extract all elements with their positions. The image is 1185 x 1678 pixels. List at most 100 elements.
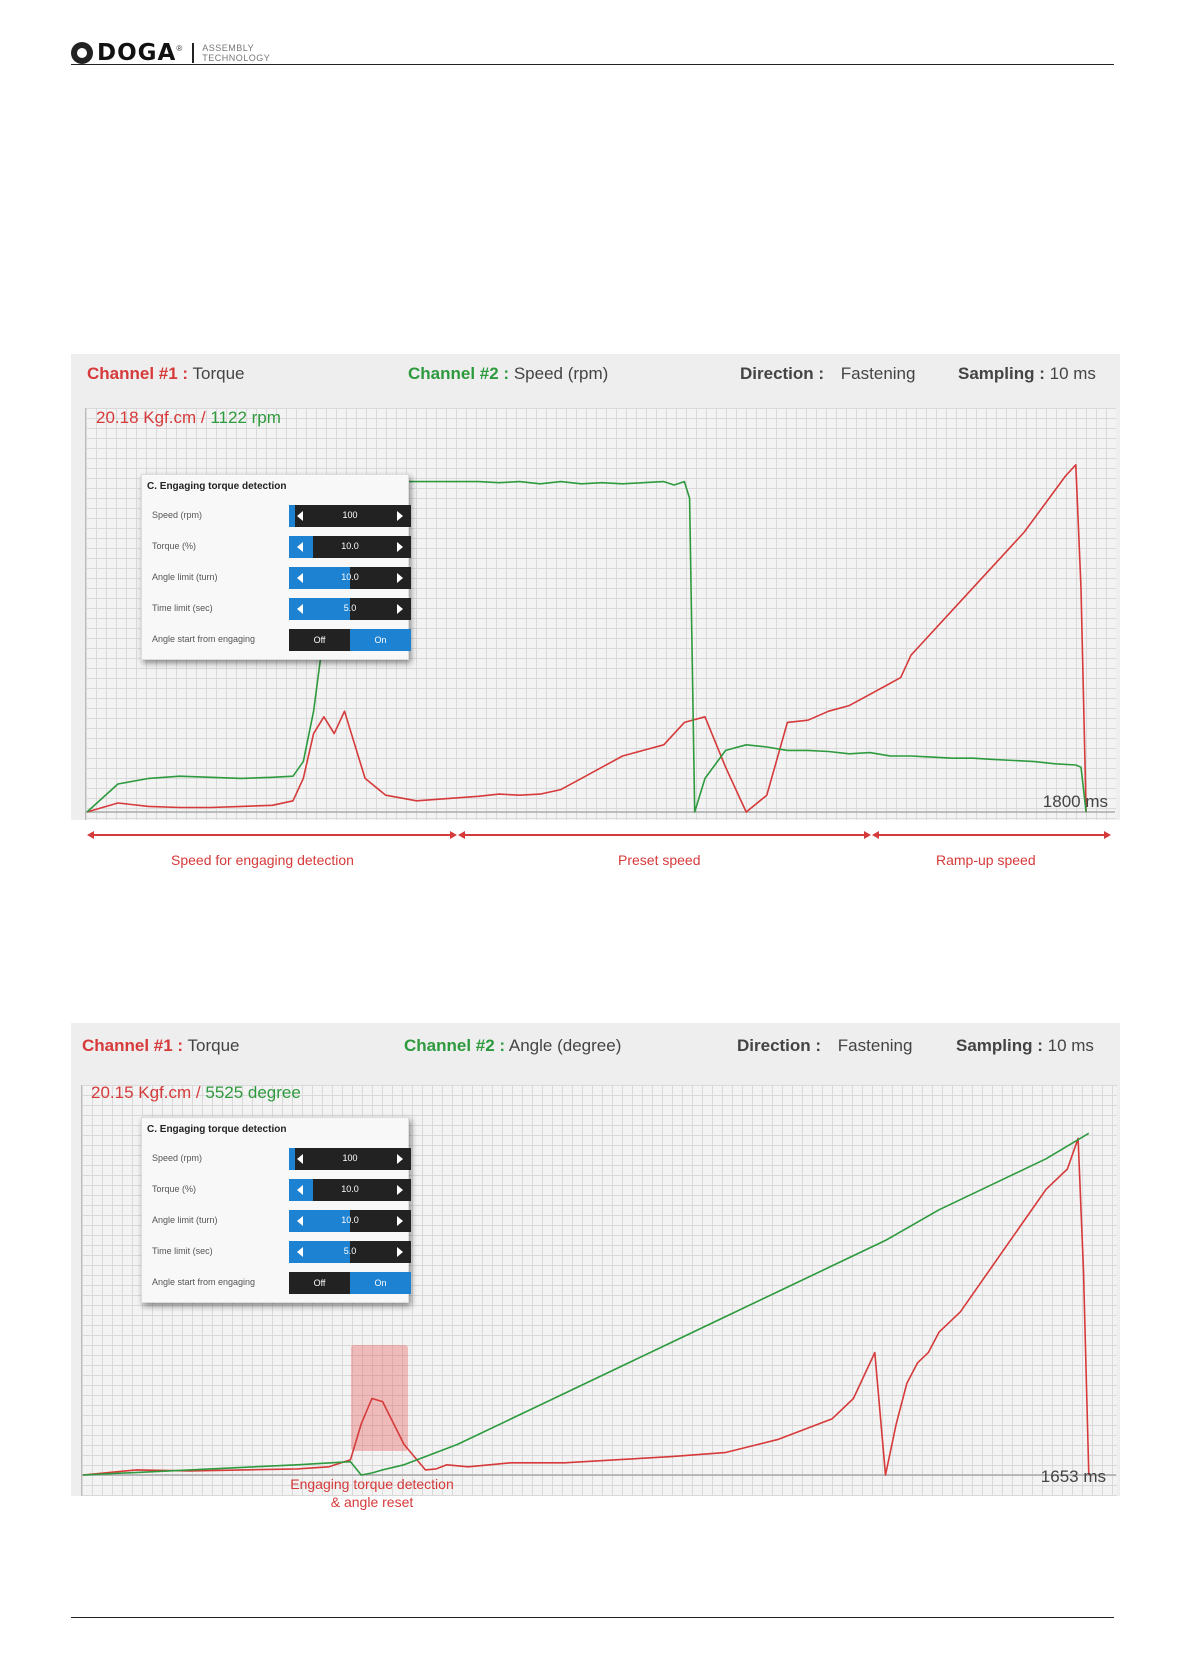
logo-subtitle: ASSEMBLY TECHNOLOGY	[202, 43, 270, 63]
decrease-arrow-icon[interactable]	[297, 1154, 303, 1164]
series-line-speed	[86, 475, 1087, 813]
sampling-label: Sampling :	[958, 364, 1045, 383]
speed-field-label: Speed (rpm)	[152, 1153, 203, 1163]
chart-panel-speed: Channel #1 : Torque Channel #2 : Speed (…	[71, 354, 1120, 820]
increase-arrow-icon[interactable]	[397, 542, 403, 552]
range-arrow-left-icon	[87, 831, 94, 839]
speed-stepper[interactable]: 100	[289, 505, 411, 527]
decrease-arrow-icon[interactable]	[297, 1247, 303, 1257]
toggle-off-option[interactable]: Off	[289, 629, 350, 651]
increase-arrow-icon[interactable]	[397, 511, 403, 521]
speed-field-label: Speed (rpm)	[152, 510, 203, 520]
increase-arrow-icon[interactable]	[397, 1216, 403, 1226]
speed-stepper[interactable]: 100	[289, 1148, 411, 1170]
sampling-value: 10 ms	[1047, 1036, 1094, 1055]
header-rule	[71, 64, 1114, 65]
angle-start-toggle[interactable]: Off On	[289, 1272, 411, 1294]
dialog-row-speed: Speed (rpm) 100	[152, 1148, 411, 1170]
channel-1-label: Channel #1 :	[82, 1036, 184, 1055]
decrease-arrow-icon[interactable]	[297, 511, 303, 521]
value-readout: 20.15 Kgf.cm / 5525 degree	[91, 1083, 301, 1103]
logo-sub-line-2: TECHNOLOGY	[202, 53, 271, 63]
range-line-engaging	[92, 834, 455, 836]
channel-1-heading: Channel #1 : Torque	[87, 364, 245, 384]
angle-stepper[interactable]: 10.0	[289, 1210, 411, 1232]
sampling-heading: Sampling : 10 ms	[958, 364, 1096, 384]
engaging-torque-dialog: C. Engaging torque detection Speed (rpm)…	[141, 474, 411, 660]
value-readout: 20.18 Kgf.cm / 1122 rpm	[96, 408, 281, 428]
angle-start-toggle[interactable]: Off On	[289, 629, 411, 651]
decrease-arrow-icon[interactable]	[297, 542, 303, 552]
speed-value: 100	[342, 510, 358, 520]
decrease-arrow-icon[interactable]	[297, 1216, 303, 1226]
readout-angle: 5525 degree	[205, 1083, 301, 1102]
increase-arrow-icon[interactable]	[397, 573, 403, 583]
range-line-preset	[463, 834, 869, 836]
torque-value: 10.0	[341, 541, 359, 551]
time-stepper[interactable]: 5.0	[289, 1241, 411, 1263]
time-stepper[interactable]: 5.0	[289, 598, 411, 620]
torque-field-label: Torque (%)	[152, 1184, 197, 1194]
angle-value: 10.0	[341, 1215, 359, 1225]
channel-2-label: Channel #2 :	[408, 364, 510, 383]
doga-logo: DOGA ® ASSEMBLY TECHNOLOGY	[71, 40, 270, 66]
dialog-row-time: Time limit (sec) 5.0	[152, 1241, 411, 1263]
annotation-line-1: Engaging torque detection	[290, 1476, 454, 1492]
sampling-label: Sampling :	[956, 1036, 1043, 1055]
angle-stepper[interactable]: 10.0	[289, 567, 411, 589]
decrease-arrow-icon[interactable]	[297, 604, 303, 614]
range-arrow-right-icon	[450, 831, 457, 839]
footer-rule	[71, 1617, 1114, 1618]
channel-1-value: Torque	[192, 364, 245, 383]
channel-1-label: Channel #1 :	[87, 364, 189, 383]
range-arrow-right-icon	[1104, 831, 1111, 839]
sampling-value: 10 ms	[1049, 364, 1096, 383]
increase-arrow-icon[interactable]	[397, 1185, 403, 1195]
phase-label-engaging: Speed for engaging detection	[171, 852, 354, 868]
chart-panel-angle: Channel #1 : Torque Channel #2 : Angle (…	[71, 1023, 1120, 1496]
series-line-torque	[86, 463, 1087, 813]
decrease-arrow-icon[interactable]	[297, 1185, 303, 1195]
toggle-off-option[interactable]: Off	[289, 1272, 350, 1294]
dialog-row-angle: Angle limit (turn) 10.0	[152, 1210, 411, 1232]
logo-reg: ®	[176, 43, 183, 53]
angle-field-label: Angle limit (turn)	[152, 1215, 218, 1225]
angle-field-label: Angle limit (turn)	[152, 572, 218, 582]
increase-arrow-icon[interactable]	[397, 1247, 403, 1257]
torque-stepper[interactable]: 10.0	[289, 536, 411, 558]
dialog-title: C. Engaging torque detection	[147, 481, 287, 492]
range-arrow-left-icon	[458, 831, 465, 839]
logo-mark-icon	[71, 42, 93, 64]
toggle-on-option[interactable]: On	[350, 1272, 411, 1294]
angle-start-label: Angle start from engaging	[152, 634, 256, 644]
decrease-arrow-icon[interactable]	[297, 573, 303, 583]
channel-2-label: Channel #2 :	[404, 1036, 506, 1055]
direction-value: Fastening	[840, 364, 916, 383]
dialog-row-speed: Speed (rpm) 100	[152, 505, 411, 527]
range-line-rampup	[877, 834, 1104, 836]
direction-label: Direction :	[740, 364, 825, 383]
toggle-on-option[interactable]: On	[350, 629, 411, 651]
dialog-row-angle-start: Angle start from engaging Off On	[152, 1272, 411, 1294]
channel-2-value: Speed (rpm)	[513, 364, 609, 383]
time-value: 5.0	[343, 603, 357, 613]
sampling-heading: Sampling : 10 ms	[956, 1036, 1094, 1056]
direction-label: Direction :	[737, 1036, 822, 1055]
increase-arrow-icon[interactable]	[397, 1154, 403, 1164]
range-arrow-left-icon	[872, 831, 879, 839]
series-line-angle	[82, 1132, 1090, 1476]
channel-2-value: Angle (degree)	[508, 1036, 622, 1055]
dialog-title: C. Engaging torque detection	[147, 1124, 287, 1135]
engaging-annotation: Engaging torque detection & angle reset	[282, 1475, 462, 1511]
increase-arrow-icon[interactable]	[397, 604, 403, 614]
time-field-label: Time limit (sec)	[152, 1246, 213, 1256]
channel-2-heading: Channel #2 : Angle (degree)	[404, 1036, 621, 1056]
angle-value: 10.0	[341, 572, 359, 582]
logo-word: DOGA	[97, 40, 177, 66]
direction-heading: Direction : Fastening	[737, 1036, 912, 1056]
duration-label: 1800 ms	[1042, 792, 1108, 811]
readout-torque: 20.18 Kgf.cm /	[96, 408, 206, 427]
channel-2-heading: Channel #2 : Speed (rpm)	[408, 364, 608, 384]
torque-stepper[interactable]: 10.0	[289, 1179, 411, 1201]
duration-label: 1653 ms	[1040, 1467, 1106, 1486]
